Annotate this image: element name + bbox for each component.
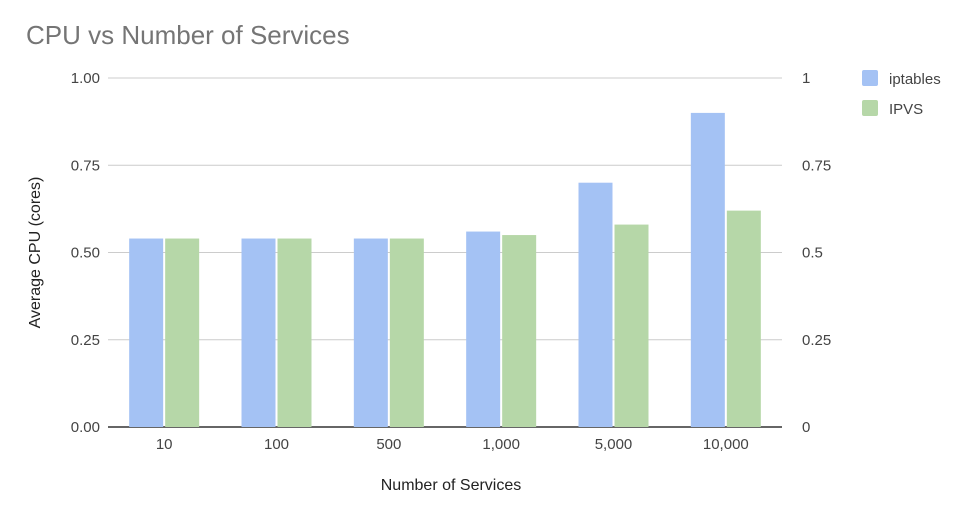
x-axis-title: Number of Services <box>381 477 522 494</box>
bar-iptables-5000 <box>578 182 613 427</box>
bar-iptables-10000 <box>690 112 725 428</box>
bar-group <box>129 112 761 428</box>
bar-ipvs-10000 <box>726 210 761 427</box>
x-tick-label: 100 <box>264 436 289 453</box>
bar-iptables-10 <box>129 238 164 427</box>
x-tick-label: 10 <box>156 436 173 453</box>
y-tick-label-right: 0 <box>802 419 810 436</box>
x-tick-label: 10,000 <box>703 436 749 453</box>
x-tick-label: 500 <box>376 436 401 453</box>
bar-iptables-1000 <box>466 231 501 427</box>
y-tick-label-right: 0.5 <box>802 245 823 262</box>
gridlines <box>108 77 782 428</box>
y-tick-label-left: 1.00 <box>71 70 100 87</box>
bar-ipvs-1000 <box>502 235 537 427</box>
legend-label-iptables: iptables <box>889 71 941 88</box>
y-tick-label-left: 0.50 <box>71 245 100 262</box>
bar-ipvs-5000 <box>614 224 649 427</box>
y-tick-label-right: 0.75 <box>802 157 831 174</box>
y-tick-label-left: 0.00 <box>71 419 100 436</box>
bar-ipvs-10 <box>165 238 200 427</box>
x-tick-label: 1,000 <box>482 436 520 453</box>
y-axis-left-ticks: 0.00 0.25 0.50 0.75 1.00 <box>71 70 100 436</box>
legend-label-ipvs: IPVS <box>889 101 923 118</box>
y-axis-title: Average CPU (cores) <box>27 177 44 329</box>
legend-swatch-ipvs <box>862 100 878 116</box>
chart-title: CPU vs Number of Services <box>26 20 350 50</box>
bar-ipvs-500 <box>389 238 424 427</box>
bar-ipvs-100 <box>277 238 312 427</box>
legend: iptables IPVS <box>862 70 941 118</box>
y-tick-label-left: 0.75 <box>71 157 100 174</box>
x-axis-ticks: 10 100 500 1,000 5,000 10,000 <box>156 436 749 453</box>
bar-iptables-100 <box>241 238 276 427</box>
legend-swatch-iptables <box>862 70 878 86</box>
y-axis-right-ticks: 0 0.25 0.5 0.75 1 <box>802 70 831 436</box>
x-tick-label: 5,000 <box>595 436 633 453</box>
y-tick-label-right: 1 <box>802 70 810 87</box>
bar-iptables-500 <box>353 238 388 427</box>
y-tick-label-left: 0.25 <box>71 332 100 349</box>
y-tick-label-right: 0.25 <box>802 332 831 349</box>
